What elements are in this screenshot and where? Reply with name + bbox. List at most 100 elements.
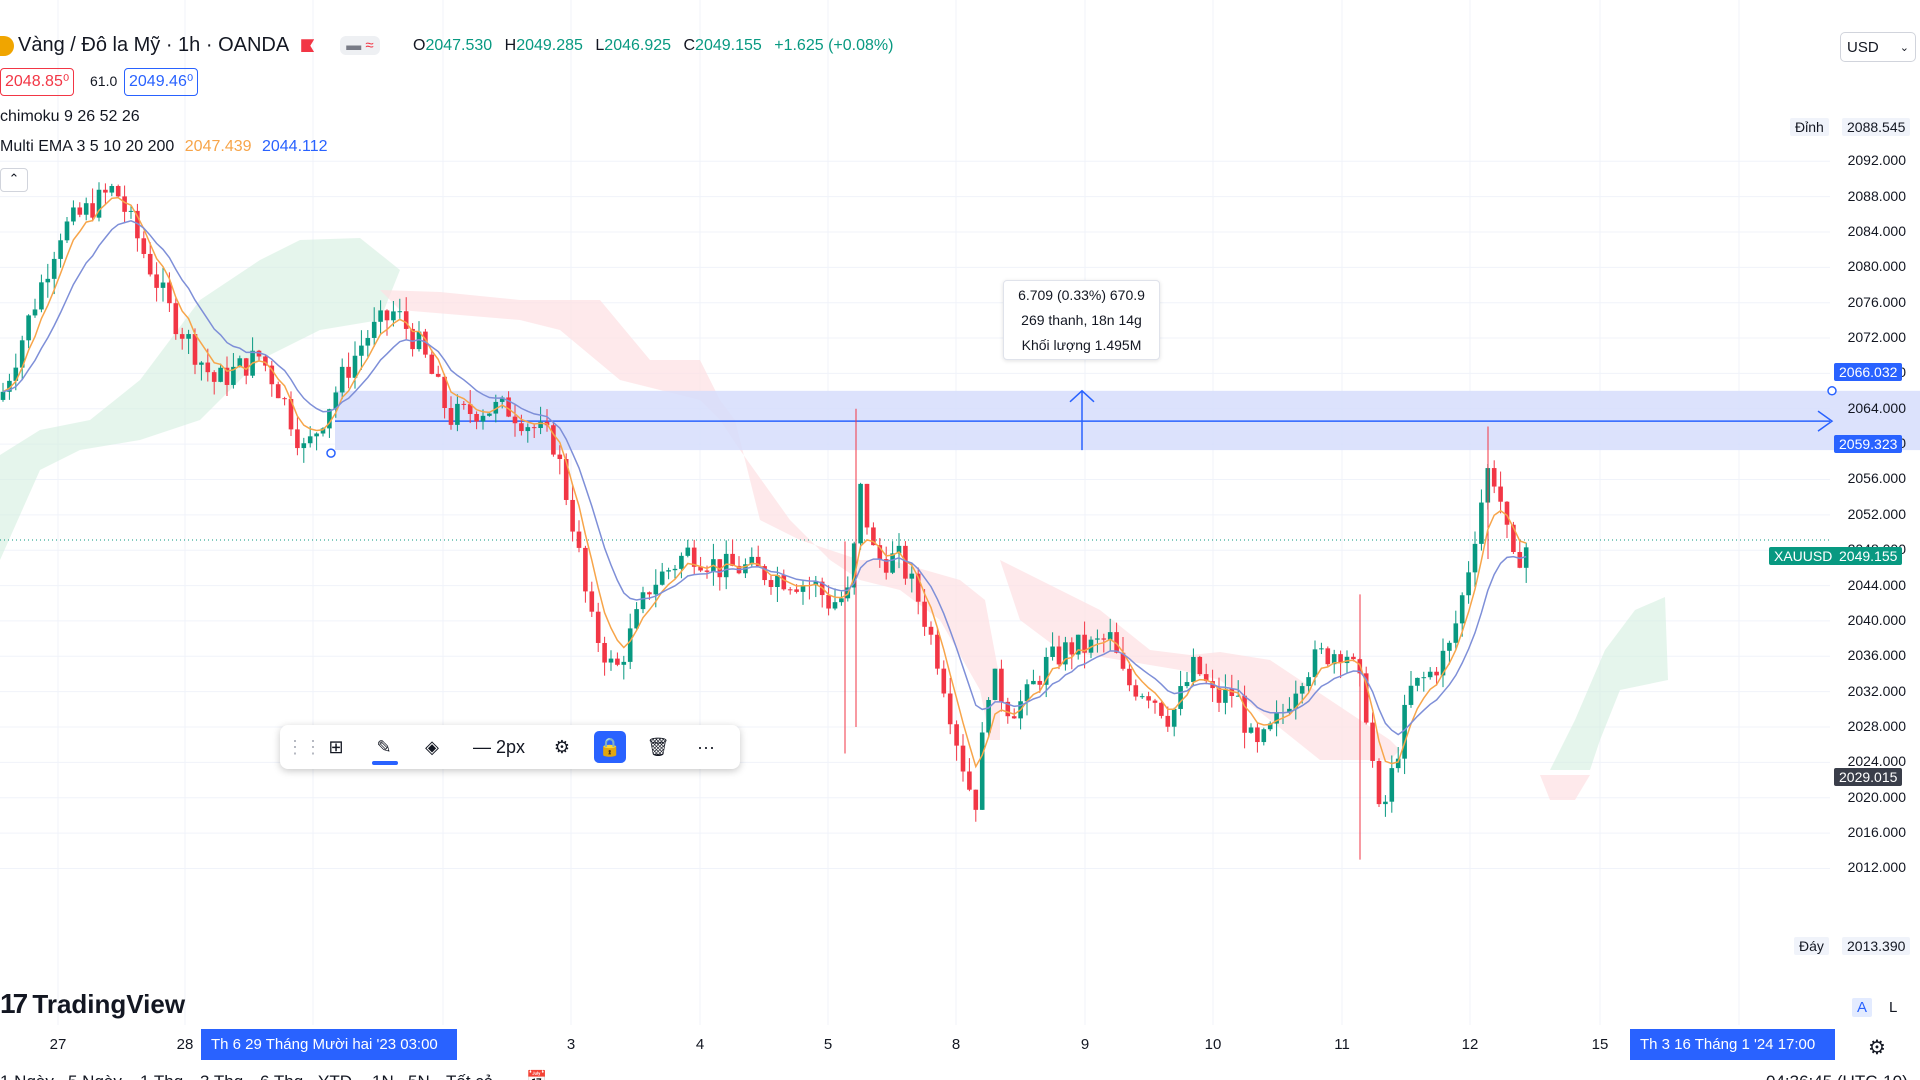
candle-up: [1523, 547, 1529, 568]
time-tick: 27: [49, 1036, 67, 1053]
ichimoku-cloud-green: [0, 238, 400, 560]
timeframe-button[interactable]: 6 Thg: [260, 1072, 303, 1080]
candle-down: [211, 372, 217, 382]
candle-down: [903, 545, 908, 579]
trash-icon[interactable]: 🗑: [646, 737, 670, 757]
candle-up: [672, 568, 678, 571]
candle-down: [1255, 727, 1260, 743]
range-bottom-tag: 2059.323: [1834, 435, 1903, 453]
candle-down: [1338, 654, 1343, 664]
log-scale-button[interactable]: L: [1889, 999, 1898, 1016]
range-top-tag: 2066.032: [1834, 363, 1903, 381]
candle-up: [32, 309, 38, 316]
drag-handle-icon[interactable]: ⋮⋮: [286, 737, 322, 757]
ichimoku-legend[interactable]: chimoku 9 26 52 26: [0, 108, 140, 125]
candle-down: [647, 592, 652, 595]
candle-up: [371, 321, 377, 338]
time-tick: 15: [1591, 1036, 1609, 1053]
calendar-icon[interactable]: 📅: [526, 1070, 548, 1080]
candle-down: [826, 595, 831, 609]
candle-down: [563, 459, 569, 500]
ema-legend[interactable]: Multi EMA 3 5 10 20 200 2047.439 2044.11…: [0, 138, 328, 156]
time-tick: 8: [951, 1036, 961, 1053]
candle-up: [1389, 768, 1395, 802]
candle-down: [1197, 656, 1203, 675]
candle-down: [435, 373, 441, 377]
price-tick: 2016.000: [1847, 824, 1906, 841]
candle-up: [992, 668, 998, 700]
candle-down: [794, 589, 799, 592]
close-value: 2049.155: [695, 37, 762, 54]
tradingview-logo: 17 TradingView: [0, 988, 185, 1020]
sell-price-button[interactable]: 2048.85⁰: [0, 68, 75, 96]
last-price-tag: 2049.155: [1834, 547, 1903, 565]
timeframe-button[interactable]: 5N: [408, 1072, 430, 1080]
ichimoku-cloud-red: [380, 290, 1000, 740]
pencil-icon[interactable]: ✎: [368, 731, 400, 765]
candle-up: [13, 367, 19, 381]
tv-logo-icon: 17: [0, 988, 28, 1019]
more-icon[interactable]: ···: [697, 737, 715, 757]
ema-value-2: 2044.112: [261, 138, 328, 155]
candle-up: [621, 661, 627, 665]
symbol-tag: XAUUSD: [1769, 547, 1838, 565]
timeframe-button[interactable]: 5 Ngày: [68, 1072, 122, 1080]
price-tick: 2076.000: [1847, 293, 1906, 310]
timeframe-button[interactable]: Tất cả: [446, 1072, 493, 1080]
candle-down: [403, 311, 409, 329]
candle-up: [391, 311, 396, 321]
measure-bars: 269 thanh, 18n 14g: [1021, 312, 1142, 328]
candle-up: [397, 311, 403, 313]
line-width-button[interactable]: — 2px: [464, 731, 534, 763]
candle-down: [154, 274, 159, 288]
price-tick: 2064.000: [1847, 399, 1906, 416]
candle-down: [1069, 642, 1075, 655]
gear-icon[interactable]: ⚙: [1868, 1037, 1886, 1059]
candle-down: [1511, 524, 1516, 552]
brand-name: TradingView: [32, 989, 186, 1019]
time-tick: 28: [176, 1036, 194, 1053]
candle-down: [1434, 671, 1439, 676]
candle-down: [935, 634, 940, 669]
candle-up: [1402, 704, 1407, 759]
fill-icon[interactable]: ◈: [425, 737, 439, 757]
candle-up: [1075, 634, 1081, 655]
candle-down: [461, 403, 467, 405]
symbol-legend[interactable]: Vàng / Đô la Mỹ · 1h · OANDA ▬ ≈: [0, 34, 380, 57]
candle-up: [1024, 684, 1030, 702]
measure-tooltip: 6.709 (0.33%) 670.9 269 thanh, 18n 14g K…: [1003, 280, 1160, 360]
time-tick: 10: [1204, 1036, 1222, 1053]
low-value: 2013.390: [1842, 937, 1911, 955]
timeframe-button[interactable]: 3 Thg: [200, 1072, 243, 1080]
timeframe-button[interactable]: 1 Ngày: [0, 1072, 54, 1080]
candle-up: [186, 334, 191, 339]
gear-icon[interactable]: ⚙: [553, 737, 571, 757]
candle-up: [1043, 656, 1049, 685]
timeframe-button[interactable]: 1 Thg: [140, 1072, 183, 1080]
candle-down: [442, 376, 447, 409]
buy-price-button[interactable]: 2049.46⁰: [124, 68, 199, 96]
timeframe-button[interactable]: YTD: [318, 1072, 352, 1080]
candle-up: [1261, 729, 1267, 743]
flag-icon[interactable]: [301, 39, 315, 53]
lock-icon[interactable]: 🔒: [594, 731, 626, 763]
candle-up: [231, 366, 236, 385]
candle-up: [1312, 649, 1318, 678]
candle-up: [1383, 801, 1388, 805]
candle-down: [448, 408, 454, 425]
candle-down: [781, 575, 787, 590]
ema-value-1: 2047.439: [184, 138, 252, 155]
object-tree-icon[interactable]: ⊞: [328, 737, 344, 757]
compare-pill[interactable]: ▬ ≈: [340, 36, 380, 56]
candle-down: [960, 745, 966, 772]
candle-up: [896, 545, 902, 554]
candle-down: [595, 611, 601, 643]
auto-scale-button[interactable]: A: [1852, 998, 1873, 1017]
timeframe-button[interactable]: 1N: [372, 1072, 394, 1080]
collapse-legend-button[interactable]: ⌃: [0, 168, 28, 192]
currency-select[interactable]: USD ⌄: [1840, 32, 1916, 62]
candle-down: [615, 658, 620, 665]
candle-down: [346, 366, 351, 378]
clock: 04:36:45 (UTC-10): [1766, 1072, 1908, 1080]
